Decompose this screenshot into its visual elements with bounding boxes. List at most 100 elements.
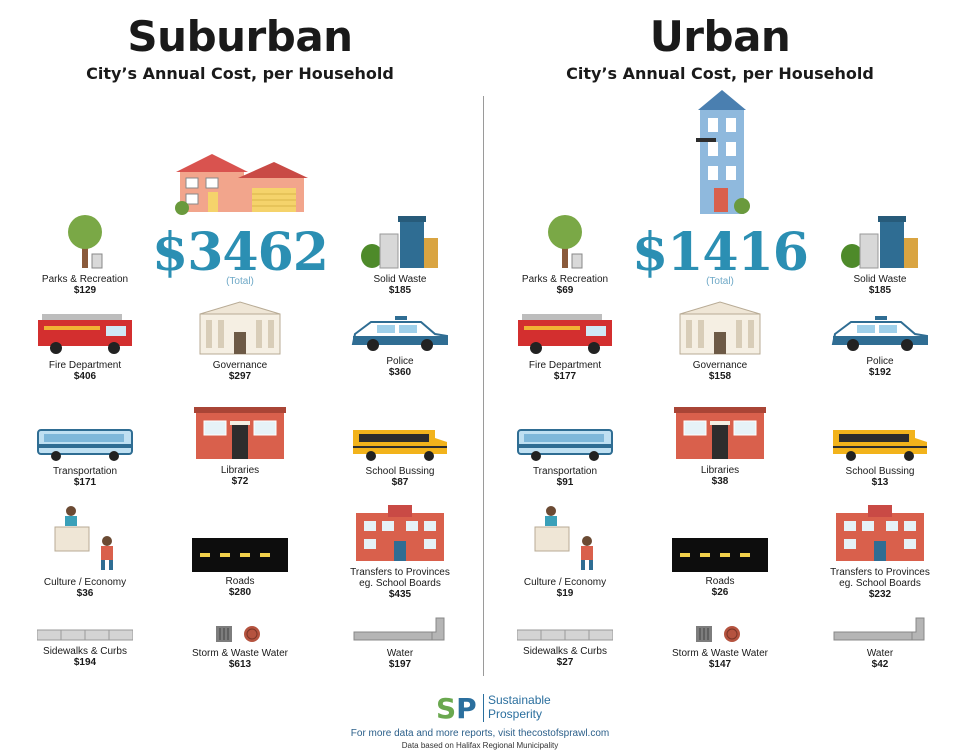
cost-item-police: Police $192 xyxy=(820,314,940,378)
suburban-panel: Suburban City’s Annual Cost, per Househo… xyxy=(0,0,480,690)
school-building-icon xyxy=(356,505,444,561)
cost-item-parks: Parks & Recreation $129 xyxy=(25,212,145,296)
item-value: $91 xyxy=(556,477,574,488)
city-bus-icon xyxy=(517,429,613,461)
item-value: $19 xyxy=(556,588,574,599)
item-value: $435 xyxy=(388,589,412,600)
cost-item-roads: Roads $280 xyxy=(180,538,300,598)
item-value: $38 xyxy=(711,476,729,487)
cost-item-governance: Governance $297 xyxy=(180,300,300,382)
item-label: Solid Waste xyxy=(373,274,427,285)
urban-panel: Urban City’s Annual Cost, per Household … xyxy=(480,0,960,690)
cost-item-libraries: Libraries $38 xyxy=(660,405,780,487)
item-value: $171 xyxy=(73,477,97,488)
item-label: Storm & Waste Water xyxy=(192,648,288,659)
panel-title: Urban xyxy=(649,12,791,61)
police-car-icon xyxy=(831,316,928,351)
item-value: $129 xyxy=(73,285,97,296)
fire-truck-icon xyxy=(38,314,132,354)
cost-item-transportation: Transportation $91 xyxy=(505,426,625,488)
cost-item-transportation: Transportation $171 xyxy=(25,426,145,488)
cost-item-libraries: Libraries $72 xyxy=(180,405,300,487)
item-label: Sidewalks & Curbs xyxy=(523,646,607,657)
item-label: Governance xyxy=(692,360,748,371)
item-label: Sidewalks & Curbs xyxy=(43,646,127,657)
item-label: Parks & Recreation xyxy=(41,274,129,285)
panel-subtitle: City’s Annual Cost, per Household xyxy=(566,64,874,83)
school-bus-icon xyxy=(833,430,927,461)
culture-people-icon xyxy=(534,506,593,570)
cost-item-parks: Parks & Recreation $69 xyxy=(505,212,625,296)
tree-icon xyxy=(68,215,103,269)
footer-data-source: Data based on Halifax Regional Municipal… xyxy=(401,741,559,750)
item-value: $185 xyxy=(868,285,892,296)
item-value: $613 xyxy=(228,659,252,670)
school-bus-icon xyxy=(353,430,447,461)
storm-drain-icon xyxy=(696,626,740,642)
cost-item-sidewalks: Sidewalks & Curbs $27 xyxy=(505,628,625,668)
item-value: $192 xyxy=(868,367,892,378)
water-pipe-icon xyxy=(833,617,925,641)
road-icon xyxy=(672,538,768,572)
cost-item-storm-water: Storm & Waste Water $147 xyxy=(660,624,780,670)
cost-item-transfers: Transfers to Provinces eg. School Boards… xyxy=(340,503,460,600)
cost-item-roads: Roads $26 xyxy=(660,538,780,598)
item-value: $87 xyxy=(391,477,409,488)
logo-mark: SP xyxy=(436,692,477,725)
item-value: $406 xyxy=(73,371,97,382)
cost-item-water: Water $197 xyxy=(340,616,460,670)
cost-item-culture: Culture / Economy $36 xyxy=(25,503,145,599)
panel-title: Suburban xyxy=(127,12,353,61)
cost-item-solid-waste: Solid Waste $185 xyxy=(340,212,460,296)
item-label: Police xyxy=(386,356,414,367)
cost-item-fire: Fire Department $177 xyxy=(505,312,625,382)
item-label: Storm & Waste Water xyxy=(672,648,768,659)
garbage-bins-icon xyxy=(841,216,918,269)
item-label: Solid Waste xyxy=(853,274,907,285)
culture-people-icon xyxy=(54,506,113,570)
item-value: $72 xyxy=(231,476,249,487)
cost-item-police: Police $360 xyxy=(340,314,460,378)
item-value: $232 xyxy=(868,589,892,600)
suburban-house-icon xyxy=(175,154,308,215)
item-label: Transfers to Provinces eg. School Boards xyxy=(350,567,450,589)
logo-divider xyxy=(483,694,484,722)
government-building-icon xyxy=(679,301,761,355)
road-icon xyxy=(192,538,288,572)
fire-truck-icon xyxy=(518,314,612,354)
item-value: $26 xyxy=(711,587,729,598)
cost-item-governance: Governance $158 xyxy=(660,300,780,382)
item-label: Libraries xyxy=(220,465,260,476)
storm-drain-icon xyxy=(216,626,260,642)
library-building-icon xyxy=(194,407,286,459)
panel-subtitle: City’s Annual Cost, per Household xyxy=(86,64,394,83)
item-label: Transportation xyxy=(52,466,118,477)
logo-text: Sustainable Prosperity xyxy=(488,693,551,721)
city-bus-icon xyxy=(37,429,133,461)
total-label: (Total) xyxy=(706,276,734,287)
item-label: Water xyxy=(386,648,414,659)
item-label: Culture / Economy xyxy=(43,577,127,588)
item-value: $280 xyxy=(228,587,252,598)
footer-website-note[interactable]: For more data and more reports, visit th… xyxy=(350,728,610,739)
item-label: Culture / Economy xyxy=(523,577,607,588)
school-building-icon xyxy=(836,505,924,561)
cost-item-fire: Fire Department $406 xyxy=(25,312,145,382)
urban-townhouse-icon xyxy=(696,90,750,214)
item-label: School Bussing xyxy=(845,466,915,477)
item-value: $13 xyxy=(871,477,889,488)
sustainable-prosperity-logo: SP Sustainable Prosperity xyxy=(436,692,566,726)
cost-item-solid-waste: Solid Waste $185 xyxy=(820,212,940,296)
item-value: $177 xyxy=(553,371,577,382)
garbage-bins-icon xyxy=(361,216,438,269)
cost-item-water: Water $42 xyxy=(820,616,940,670)
item-value: $36 xyxy=(76,588,94,599)
water-pipe-icon xyxy=(353,617,445,641)
item-label: Parks & Recreation xyxy=(521,274,609,285)
sidewalk-icon xyxy=(37,629,133,641)
item-label: Water xyxy=(866,648,894,659)
item-value: $185 xyxy=(388,285,412,296)
cost-item-culture: Culture / Economy $19 xyxy=(505,503,625,599)
item-value: $158 xyxy=(708,371,732,382)
item-label: Fire Department xyxy=(528,360,602,371)
